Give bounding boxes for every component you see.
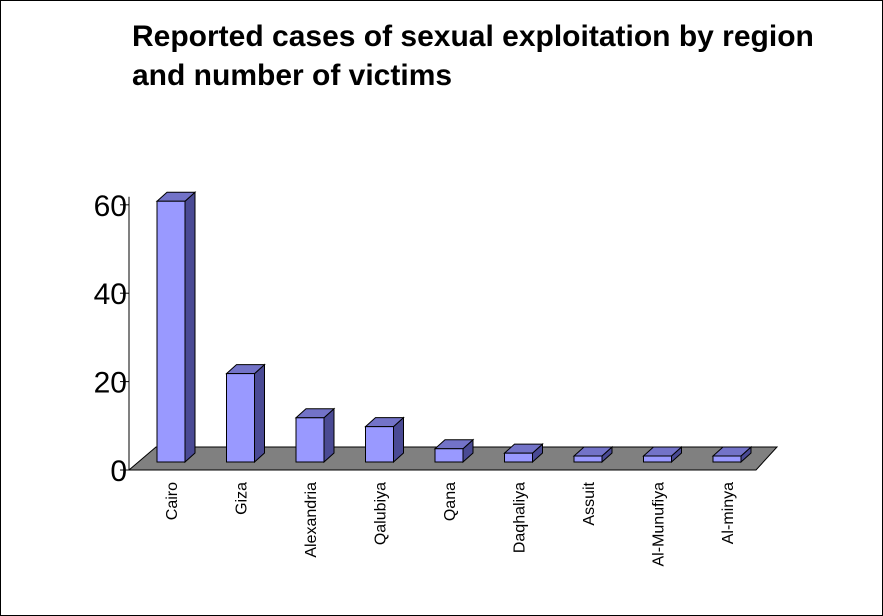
x-axis-labels-group: Cairo Giza Alexandria Qalubiya Qana Daqhaliya… [164,481,737,566]
x-tick-label: Al-Munufiya [651,482,668,567]
bar [642,445,683,464]
bar-front-face [643,455,672,463]
x-tick-label: Cairo [164,482,181,520]
bars-group [155,191,753,464]
x-tick-label: Assuit [581,481,598,525]
y-axis-group: 0 20 40 60 [94,190,130,488]
bar [711,445,753,464]
x-tick-label: Qana [442,482,459,521]
bar [364,416,405,464]
bar-front-face [504,452,533,463]
bar [503,443,544,464]
bar [572,445,614,464]
bar-side-face [184,191,196,464]
bar-front-face [365,426,394,463]
bar-front-face [573,455,603,463]
bar-front-face [226,373,255,463]
bar-front-face [295,417,325,463]
bar-front-face [712,455,742,463]
y-tick-label: 60 [94,190,127,223]
y-tick-label: 20 [94,367,127,400]
bar [155,191,197,464]
bar-side-face [254,363,265,464]
x-tick-label: Alexandria [303,482,320,558]
bar [294,407,336,464]
y-tick-label: 0 [110,455,127,488]
x-tick-label: Qalubiya [373,482,390,545]
bar [433,438,475,464]
x-tick-label: Al-minya [720,482,737,544]
bar [225,363,266,464]
x-tick-label: Daqhaliya [512,482,529,553]
y-tick-label: 40 [94,278,127,311]
x-tick-label: Giza [234,482,251,515]
chart-title: Reported cases of sexual exploitation by… [132,20,814,92]
bar-front-face [156,200,186,463]
bar-front-face [434,448,464,463]
